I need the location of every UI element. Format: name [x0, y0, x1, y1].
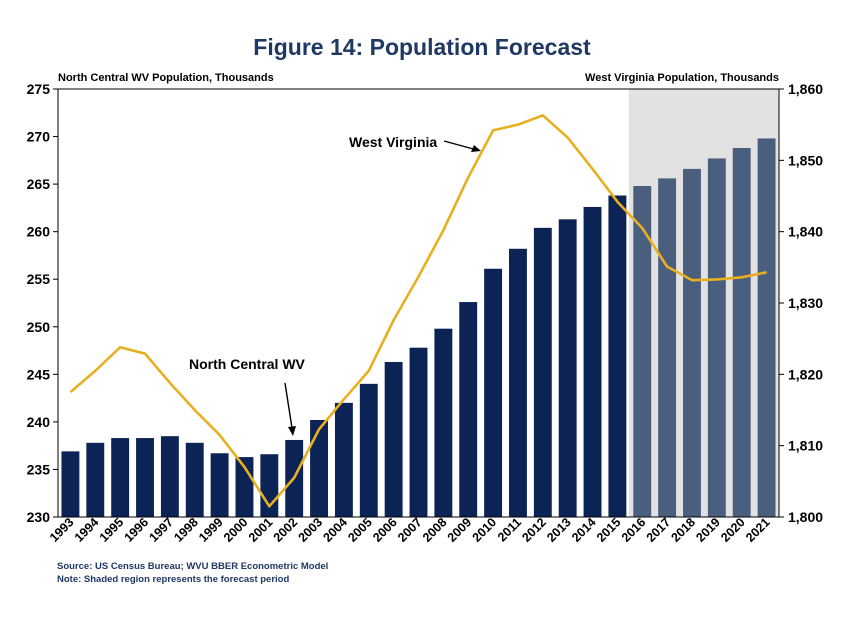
chart-title: Figure 14: Population Forecast — [253, 34, 591, 60]
source-footnote: Source: US Census Bureau; WVU BBER Econo… — [57, 561, 328, 572]
x-tick-label-2004: 2004 — [320, 515, 350, 545]
x-tick-label-1997: 1997 — [146, 515, 176, 545]
x-tick-label-2009: 2009 — [445, 515, 475, 545]
annotation-north-central-wv: North Central WV — [189, 356, 306, 372]
x-tick-label-2001: 2001 — [246, 515, 276, 545]
bar-2014 — [583, 206, 602, 517]
bar-2010 — [484, 268, 503, 517]
bars-group — [61, 138, 776, 518]
bar-2016 — [633, 186, 652, 517]
bar-2011 — [509, 248, 527, 518]
x-tick-label-1998: 1998 — [171, 515, 201, 545]
left-axis-ticks: 230 235 240 245 250 255 260 265 270 275 — [27, 81, 58, 525]
x-tick-label-2019: 2019 — [693, 515, 723, 545]
left-tick-label: 230 — [27, 509, 51, 525]
annotation-north-central-wv-arrow — [284, 382, 293, 429]
right-axis-title: West Virginia Population, Thousands — [585, 72, 779, 84]
bar-1999 — [210, 453, 229, 517]
x-tick-label-2000: 2000 — [221, 515, 251, 545]
x-tick-label-2020: 2020 — [718, 515, 748, 545]
x-tick-label-2005: 2005 — [345, 515, 375, 545]
right-tick-label: 1,860 — [788, 81, 823, 97]
bar-1994 — [86, 442, 105, 517]
x-tick-label-1996: 1996 — [122, 515, 152, 545]
x-tick-label-2017: 2017 — [644, 515, 674, 545]
bar-2021 — [757, 138, 776, 517]
right-tick-label: 1,800 — [788, 509, 823, 525]
forecast-shaded-region — [628, 89, 779, 517]
x-tick-label-2021: 2021 — [743, 515, 773, 545]
bar-2019 — [707, 158, 726, 517]
annotation-west-virginia-arrowhead — [471, 145, 481, 152]
x-tick-label-2003: 2003 — [296, 515, 326, 545]
bar-1995 — [111, 438, 130, 517]
x-tick-label-2007: 2007 — [395, 515, 425, 545]
left-tick-label: 235 — [27, 461, 51, 477]
x-tick-label-2012: 2012 — [519, 515, 549, 545]
right-tick-label: 1,840 — [788, 224, 823, 240]
bar-2006 — [384, 361, 403, 517]
left-tick-label: 250 — [27, 319, 51, 335]
x-tick-label-2011: 2011 — [495, 515, 524, 544]
left-tick-label: 240 — [27, 414, 51, 430]
x-tick-label-1994: 1994 — [72, 515, 102, 545]
right-axis-ticks: 1,800 1,810 1,820 1,830 1,840 1,850 1,860 — [779, 81, 823, 525]
annotation-west-virginia-arrow — [443, 140, 478, 151]
x-tick-label-2013: 2013 — [544, 515, 574, 545]
left-tick-label: 255 — [27, 271, 51, 287]
bar-1998 — [185, 442, 204, 517]
bar-2020 — [732, 147, 751, 517]
x-tick-label-2002: 2002 — [271, 515, 301, 545]
x-tick-label-2006: 2006 — [370, 515, 400, 545]
bar-2004 — [334, 402, 353, 517]
x-tick-label-2014: 2014 — [569, 515, 599, 545]
left-axis-title: North Central WV Population, Thousands — [58, 72, 274, 84]
x-tick-label-2010: 2010 — [470, 515, 500, 545]
bar-2012 — [533, 227, 552, 518]
right-tick-label: 1,830 — [788, 295, 823, 311]
bar-2005 — [359, 383, 378, 517]
x-tick-label-2016: 2016 — [619, 515, 649, 545]
annotation-west-virginia: West Virginia — [349, 134, 437, 150]
x-tick-label-2018: 2018 — [669, 515, 699, 545]
left-tick-label: 270 — [27, 129, 51, 145]
bar-2017 — [658, 178, 677, 517]
west-virginia-line — [69, 114, 767, 508]
left-tick-label: 265 — [27, 176, 51, 192]
bar-1996 — [136, 438, 154, 517]
bar-2018 — [683, 168, 701, 517]
x-tick-label-1999: 1999 — [196, 515, 226, 545]
bar-2009 — [459, 302, 478, 517]
note-footnote: Note: Shaded region represents the forec… — [57, 574, 289, 585]
bar-1993 — [61, 451, 80, 517]
x-tick-label-1993: 1993 — [47, 515, 77, 545]
x-axis-ticks: 1993199419951996199719981999200020012002… — [47, 515, 773, 545]
bar-2008 — [434, 328, 453, 517]
annotation-north-central-wv-arrowhead — [288, 426, 296, 436]
right-tick-label: 1,810 — [788, 438, 823, 454]
right-tick-label: 1,820 — [788, 366, 823, 382]
bar-2013 — [558, 219, 577, 518]
bar-1997 — [160, 436, 179, 517]
left-tick-label: 260 — [27, 224, 51, 240]
x-tick-label-1995: 1995 — [97, 515, 127, 545]
x-tick-label-2008: 2008 — [420, 515, 450, 545]
left-tick-label: 275 — [27, 81, 51, 97]
left-tick-label: 245 — [27, 366, 51, 382]
right-tick-label: 1,850 — [788, 152, 823, 168]
bar-2003 — [310, 419, 328, 517]
bar-2007 — [409, 347, 428, 517]
x-tick-label-2015: 2015 — [594, 515, 624, 545]
bar-2015 — [608, 195, 627, 517]
